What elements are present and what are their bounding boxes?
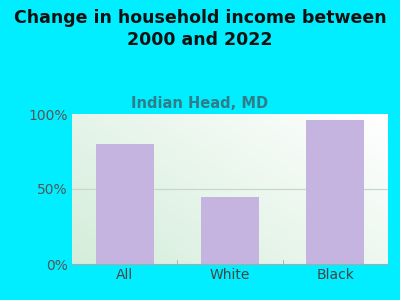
- Bar: [96, 144, 154, 264]
- Bar: [201, 196, 259, 264]
- Text: Change in household income between
2000 and 2022: Change in household income between 2000 …: [14, 9, 386, 49]
- Text: Indian Head, MD: Indian Head, MD: [132, 96, 268, 111]
- Bar: [306, 120, 364, 264]
